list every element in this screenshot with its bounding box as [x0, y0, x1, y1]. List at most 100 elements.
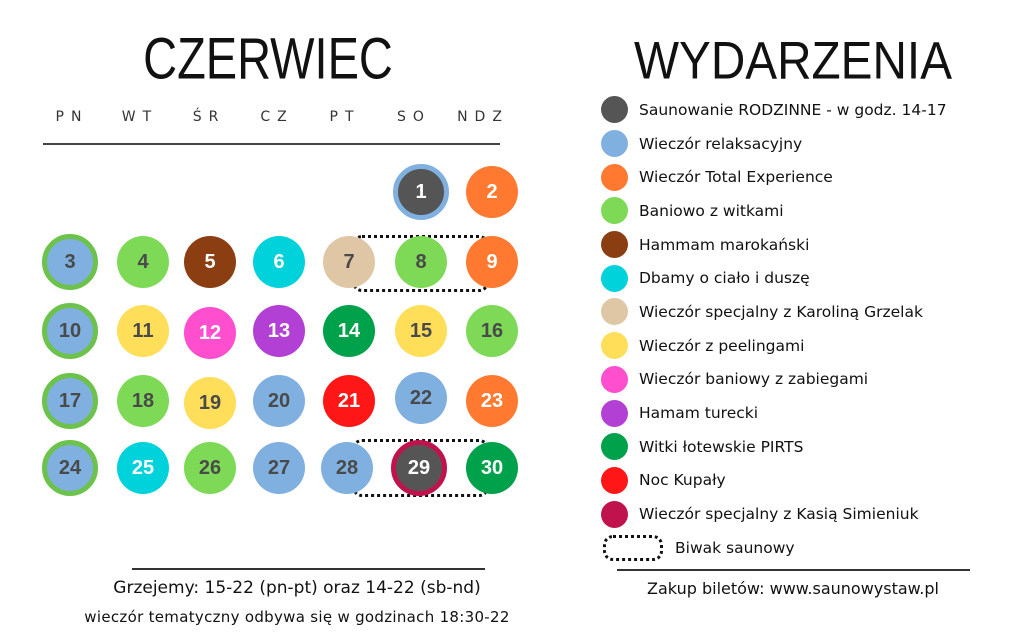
day-circle-30: 30	[466, 442, 518, 494]
color-dot-icon	[601, 433, 628, 461]
footer-divider-left	[132, 568, 485, 570]
day-circle-6: 6	[253, 236, 305, 288]
day-number: 10	[58, 319, 82, 342]
day-number: 3	[64, 250, 76, 273]
legend-item-moroccan-hammam: Hammam marokański	[601, 228, 1021, 262]
legend-label: Wieczór relaksacyjny	[639, 134, 803, 153]
day-circle-19: 19	[184, 377, 236, 429]
weekday-header-sat: SO	[397, 109, 431, 125]
day-number: 4	[137, 250, 149, 273]
day-number: 21	[337, 389, 361, 412]
day-number: 22	[409, 386, 433, 409]
day-circle-4: 4	[117, 236, 169, 288]
color-dot-icon	[601, 365, 628, 393]
day-number: 25	[131, 456, 155, 479]
color-dot-icon	[601, 231, 628, 259]
day-circle-24: 24	[42, 440, 98, 496]
legend-label: Wieczór specjalny z Karoliną Grzelak	[639, 302, 923, 321]
color-dot-icon	[601, 500, 628, 528]
color-dot-icon	[601, 163, 628, 191]
footer-divider-right	[617, 569, 970, 571]
legend-label: Biwak saunowy	[675, 538, 795, 557]
day-circle-12: 12	[184, 307, 236, 359]
legend-item-family-sauna: Saunowanie RODZINNE - w godz. 14-17	[601, 93, 1021, 127]
day-number: 30	[480, 456, 504, 479]
legend-item-total-experience: Wieczór Total Experience	[601, 160, 1021, 194]
day-number: 13	[267, 319, 291, 342]
ticket-info: Zakup biletów: www.saunowystaw.pl	[647, 579, 939, 598]
day-number: 20	[267, 389, 291, 412]
legend-item-pirts: Witki łotewskie PIRTS	[601, 430, 1021, 464]
day-circle-9: 9	[466, 236, 518, 288]
day-circle-17: 17	[42, 373, 98, 429]
day-circle-15: 15	[395, 305, 447, 357]
event-legend: Saunowanie RODZINNE - w godz. 14-17 Wiec…	[601, 93, 1021, 565]
day-circle-21: 21	[323, 375, 375, 427]
day-circle-2: 2	[466, 166, 518, 218]
day-circle-3: 3	[42, 234, 98, 290]
legend-label: Noc Kupały	[639, 471, 726, 490]
day-number: 8	[415, 250, 427, 273]
day-circle-26: 26	[184, 442, 236, 494]
legend-item-baniowo: Baniowo z witkami	[601, 194, 1021, 228]
day-number: 23	[480, 389, 504, 412]
day-circle-23: 23	[466, 375, 518, 427]
day-number: 16	[480, 319, 504, 342]
day-circle-11: 11	[117, 305, 169, 357]
day-number: 24	[58, 456, 82, 479]
day-number: 5	[204, 250, 216, 273]
day-number: 19	[198, 391, 222, 414]
legend-label: Wieczór Total Experience	[639, 168, 833, 187]
legend-label: Saunowanie RODZINNE - w godz. 14-17	[639, 100, 947, 119]
day-number: 2	[486, 180, 498, 203]
legend-item-relax-evening: Wieczór relaksacyjny	[601, 127, 1021, 161]
day-number: 18	[131, 389, 155, 412]
day-circle-13: 13	[253, 305, 305, 357]
color-dot-icon	[601, 264, 628, 292]
legend-title: WYDARZENIA	[633, 31, 953, 91]
opening-hours: Grzejemy: 15-22 (pn-pt) oraz 14-22 (sb-n…	[113, 578, 481, 598]
day-circle-10: 10	[42, 303, 98, 359]
day-number: 12	[198, 321, 222, 344]
calendar-month-title: CZERWIEC	[143, 26, 393, 92]
weekday-divider	[43, 143, 500, 145]
day-number: 17	[58, 389, 82, 412]
legend-item-biwak: Biwak saunowy	[601, 531, 1021, 565]
legend-label: Hamam turecki	[639, 404, 759, 423]
day-number: 9	[486, 250, 498, 273]
legend-item-treatments: Wieczór baniowy z zabiegami	[601, 363, 1021, 397]
legend-item-special-karolina: Wieczór specjalny z Karoliną Grzelak	[601, 295, 1021, 329]
day-number: 6	[273, 250, 285, 273]
day-number: 11	[132, 319, 154, 342]
day-circle-27: 27	[253, 442, 305, 494]
day-circle-7: 7	[323, 236, 375, 288]
legend-item-peeling: Wieczór z peelingami	[601, 329, 1021, 363]
day-circle-5: 5	[184, 236, 236, 288]
day-circle-8: 8	[395, 236, 447, 288]
legend-label: Hammam marokański	[639, 235, 810, 254]
day-circle-22: 22	[395, 372, 447, 424]
color-dot-icon	[601, 298, 628, 326]
legend-item-body-soul: Dbamy o ciało i duszę	[601, 261, 1021, 295]
color-dot-icon	[601, 399, 628, 427]
day-number: 1	[415, 180, 427, 203]
day-circle-25: 25	[117, 442, 169, 494]
dotted-outline-icon	[603, 534, 663, 561]
day-number: 29	[407, 456, 431, 479]
weekday-header-thu: CZ	[260, 109, 294, 125]
weekday-header-tue: WT	[121, 109, 159, 125]
day-circle-16: 16	[466, 305, 518, 357]
day-circle-28: 28	[321, 442, 373, 494]
day-circle-14: 14	[323, 305, 375, 357]
legend-label: Wieczór z peelingami	[639, 336, 805, 355]
color-dot-icon	[601, 96, 628, 124]
day-number: 26	[198, 456, 222, 479]
day-number: 7	[343, 250, 355, 273]
weekday-header-sun: NDZ	[457, 109, 509, 125]
weekday-header-mon: PN	[55, 109, 89, 125]
weekday-header-wed: ŚR	[192, 109, 226, 125]
day-circle-20: 20	[253, 375, 305, 427]
day-number: 28	[335, 456, 359, 479]
weekday-header-fri: PT	[329, 109, 361, 125]
color-dot-icon	[601, 130, 628, 158]
